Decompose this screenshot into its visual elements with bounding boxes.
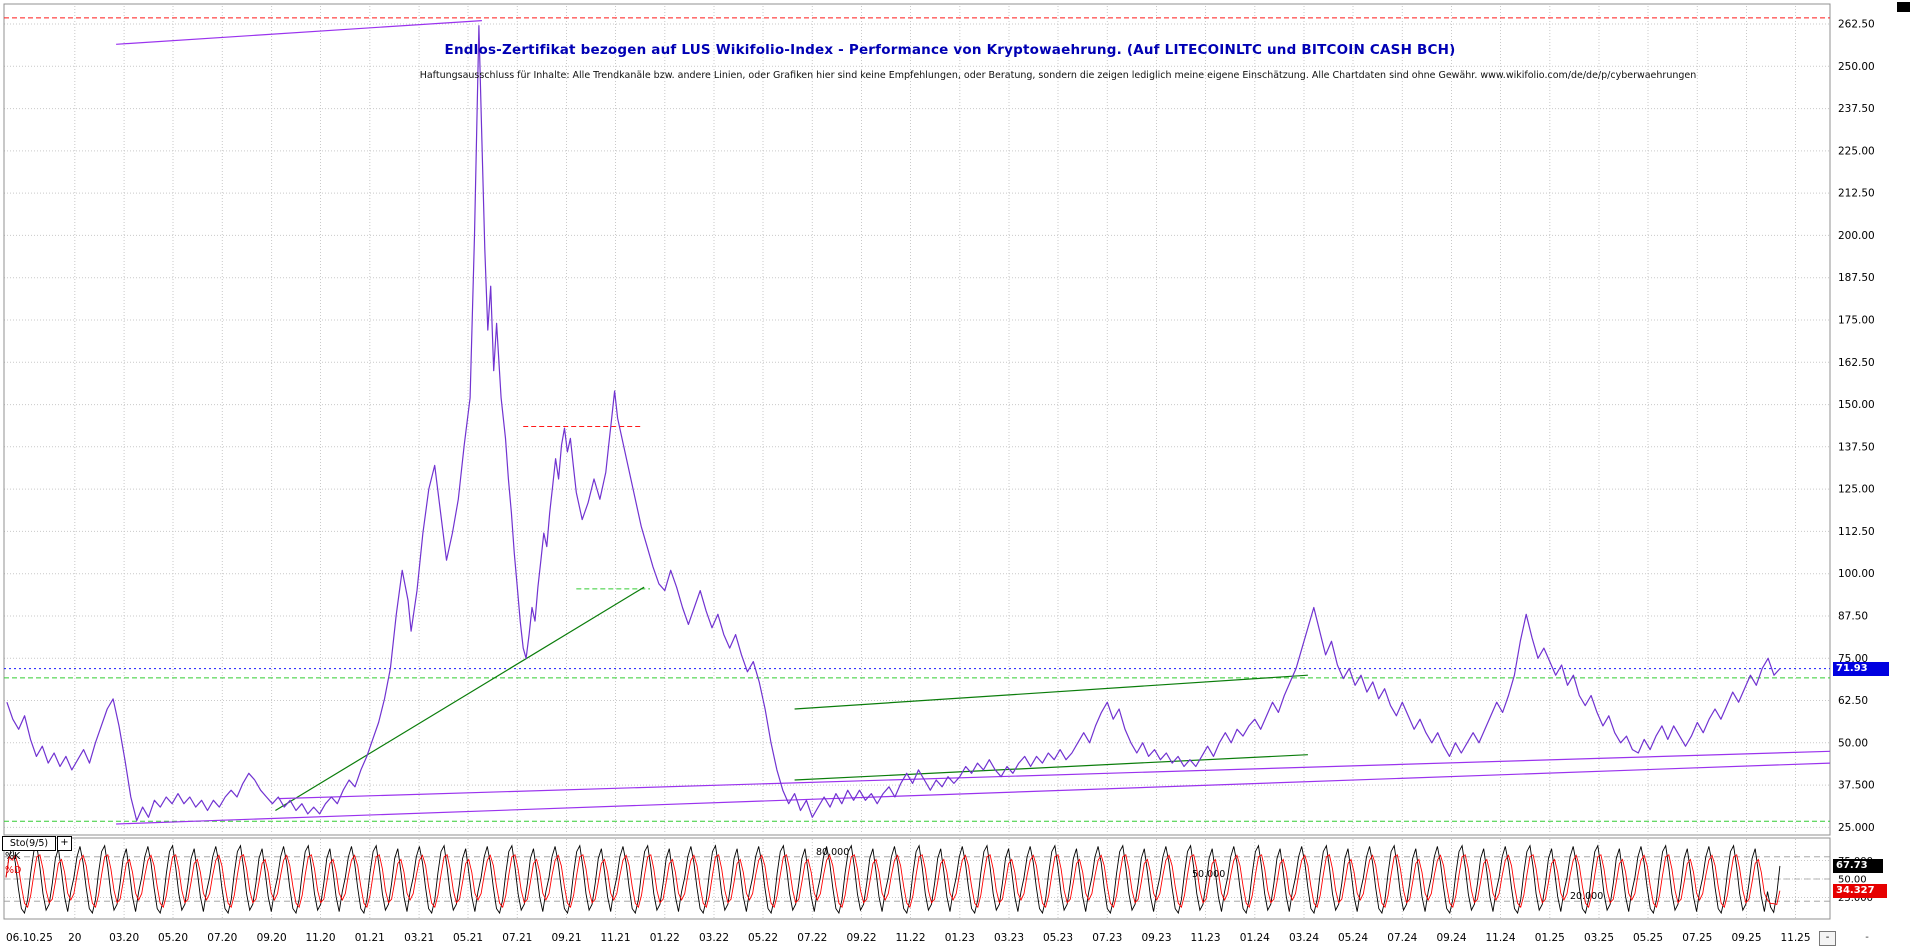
- x-axis-label: 01.25: [1535, 932, 1565, 944]
- zoom-out-button[interactable]: -: [1819, 931, 1836, 946]
- x-axis-label: 03.24: [1289, 932, 1319, 944]
- x-axis-label: 20: [68, 932, 81, 944]
- y-axis-label: 50.00: [1838, 737, 1868, 749]
- y-axis-label: 100.00: [1838, 568, 1875, 580]
- x-axis-label: 05.22: [748, 932, 778, 944]
- y-axis-label: 162.50: [1838, 357, 1875, 369]
- corner-marker: [1897, 2, 1910, 12]
- y-axis-label: 125.00: [1838, 484, 1875, 496]
- stochastic-d-value-badge: 34.327: [1833, 884, 1887, 898]
- x-axis-label: 11.24: [1485, 932, 1515, 944]
- stochastic-k-line: [5, 844, 1781, 915]
- x-axis-label: 05.24: [1338, 932, 1368, 944]
- x-axis-label: 07.24: [1387, 932, 1417, 944]
- x-axis-label: 05.21: [453, 932, 483, 944]
- x-axis-label: 01.23: [945, 932, 975, 944]
- x-axis-label: 09.25: [1731, 932, 1761, 944]
- x-axis-label: 01.21: [355, 932, 385, 944]
- x-axis-label: 07.21: [502, 932, 532, 944]
- x-axis-label: 11.22: [895, 932, 925, 944]
- stochastic-d-label: %D: [5, 865, 22, 876]
- x-axis-label: 03.21: [404, 932, 434, 944]
- indicator-axis-label: 50.00: [1838, 875, 1867, 886]
- x-axis-label: 07.25: [1682, 932, 1712, 944]
- indicator-plot-frame: [3, 837, 1831, 920]
- chart-title: Endlos-Zertifikat bezogen auf LUS Wikifo…: [444, 42, 1456, 58]
- y-axis-label: 250.00: [1838, 61, 1875, 73]
- last-price-badge: 71.93: [1833, 662, 1889, 676]
- x-axis-label: 03.22: [699, 932, 729, 944]
- y-axis-label: 237.50: [1838, 103, 1875, 115]
- x-axis-label: 03.20: [109, 932, 139, 944]
- y-axis-label: 25.000: [1838, 822, 1875, 834]
- x-axis-label: 03.23: [994, 932, 1024, 944]
- x-axis-label: 07.22: [797, 932, 827, 944]
- y-axis-label: 112.50: [1838, 526, 1875, 538]
- y-axis-label: 87.50: [1838, 611, 1868, 623]
- y-axis-label: 187.50: [1838, 272, 1875, 284]
- y-axis-label: 150.00: [1838, 399, 1875, 411]
- chart-disclaimer: Haftungsausschluss für Inhalte: Alle Tre…: [419, 70, 1697, 81]
- scrollbar-handle[interactable]: -: [1865, 932, 1869, 943]
- x-axis-label: 05.20: [158, 932, 188, 944]
- x-axis-label: 11.23: [1190, 932, 1220, 944]
- trend-line: [275, 586, 645, 812]
- y-axis-label: 37.500: [1838, 780, 1875, 792]
- x-axis-label: 05.25: [1633, 932, 1663, 944]
- trend-line: [278, 750, 1831, 800]
- x-axis-label: 09.21: [551, 932, 581, 944]
- y-axis-label: 225.00: [1838, 145, 1875, 157]
- stochastic-level-label: 20.000: [1570, 891, 1603, 902]
- y-axis-label: 212.50: [1838, 188, 1875, 200]
- indicator-settings-box[interactable]: Sto(9/5): [2, 836, 56, 851]
- trend-line: [116, 762, 1831, 825]
- x-axis-label: 09.20: [257, 932, 287, 944]
- price-series-line: [6, 25, 1781, 822]
- x-axis-label: 07.20: [207, 932, 237, 944]
- trend-line: [794, 674, 1308, 710]
- x-axis-label: 01.24: [1240, 932, 1270, 944]
- x-axis-label: 07.23: [1092, 932, 1122, 944]
- indicator-add-button[interactable]: +: [57, 836, 72, 851]
- x-axis-label: 09.24: [1436, 932, 1466, 944]
- trend-line: [794, 754, 1308, 781]
- stochastic-k-label: %K: [5, 851, 21, 862]
- y-axis-label: 75.00: [1838, 653, 1868, 665]
- x-axis-origin-label: 06.10.25: [6, 932, 53, 944]
- stochastic-k-value-badge: 67.73: [1833, 859, 1883, 873]
- x-axis-label: 01.22: [650, 932, 680, 944]
- x-axis-label: 09.23: [1141, 932, 1171, 944]
- x-axis-label: 11.25: [1780, 932, 1810, 944]
- x-axis-label: 05.23: [1043, 932, 1073, 944]
- x-axis-label: 11.21: [600, 932, 630, 944]
- y-axis-label: 62.50: [1838, 695, 1868, 707]
- indicator-axis-label: 25.000: [1838, 893, 1873, 904]
- y-axis-label: 200.00: [1838, 230, 1875, 242]
- y-axis-label: 262.50: [1838, 19, 1875, 31]
- stochastic-d-line: [5, 854, 1781, 909]
- x-axis-label: 09.22: [846, 932, 876, 944]
- stochastic-level-label: 80.000: [816, 847, 849, 858]
- y-axis-label: 137.50: [1838, 441, 1875, 453]
- trend-line: [116, 20, 482, 45]
- main-plot-frame: [3, 3, 1831, 836]
- x-axis-label: 11.20: [305, 932, 335, 944]
- y-axis-label: 175.00: [1838, 315, 1875, 327]
- x-axis-label: 03.25: [1584, 932, 1614, 944]
